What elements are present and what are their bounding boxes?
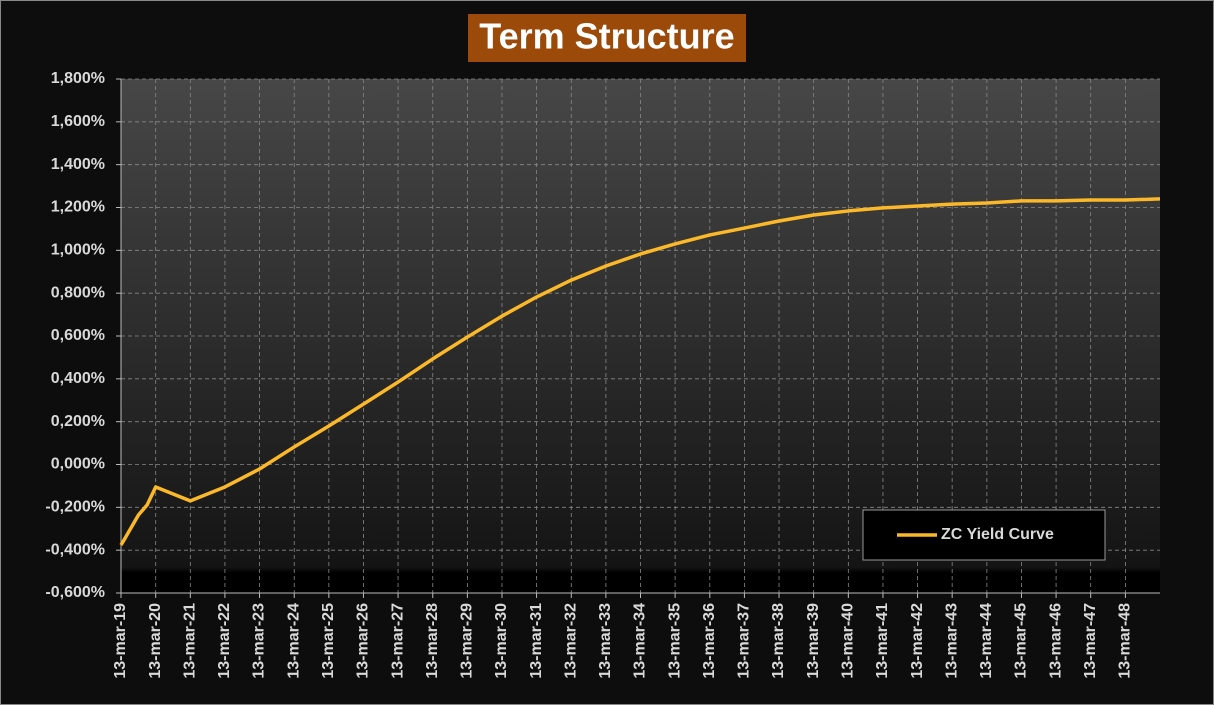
line-series	[119, 197, 1161, 546]
x-tick-label: 13-mar-47	[1082, 603, 1099, 679]
x-tick-label: 13-mar-28	[424, 603, 441, 679]
x-tick-label: 13-mar-31	[528, 603, 545, 679]
y-tick-label: 1,600%	[51, 113, 105, 130]
x-tick-label: 13-mar-43	[943, 603, 960, 679]
x-tick-label: 13-mar-33	[597, 603, 614, 679]
y-tick-label: 1,800%	[51, 70, 105, 87]
x-tick-label: 13-mar-48	[1117, 603, 1134, 679]
y-tick-label: 0,800%	[51, 284, 105, 301]
x-tick-label: 13-mar-45	[1013, 603, 1030, 679]
x-tick-label: 13-mar-46	[1047, 603, 1064, 679]
x-tick-label: 13-mar-22	[216, 603, 233, 679]
y-tick-label: 0,000%	[51, 456, 105, 473]
chart-title: Term Structure	[479, 16, 734, 57]
x-tick-label: 13-mar-26	[355, 603, 372, 679]
x-tick-label: 13-mar-19	[112, 603, 129, 679]
y-tick-label: 0,400%	[51, 370, 105, 387]
x-tick-label: 13-mar-32	[563, 603, 580, 679]
x-tick-label: 13-mar-29	[459, 603, 476, 679]
x-tick-label: 13-mar-35	[666, 603, 683, 679]
x-tick-label: 13-mar-44	[978, 603, 995, 679]
x-tick-label: 13-mar-25	[320, 603, 337, 679]
y-tick-label: -0,200%	[45, 499, 105, 516]
y-tick-label: 1,200%	[51, 199, 105, 216]
x-tick-label: 13-mar-37	[736, 603, 753, 679]
title-box	[468, 14, 746, 62]
x-tick-label: 13-mar-40	[840, 603, 857, 679]
x-tick-label: 13-mar-36	[701, 603, 718, 679]
x-tick-label: 13-mar-30	[493, 603, 510, 679]
y-tick-label: 0,600%	[51, 327, 105, 344]
y-tick-label: 1,400%	[51, 156, 105, 173]
x-tick-label: 13-mar-39	[805, 603, 822, 679]
y-tick-label: -0,600%	[45, 584, 105, 601]
y-tick-label: -0,400%	[45, 541, 105, 558]
x-tick-label: 13-mar-41	[874, 603, 891, 679]
y-tick-label: 1,000%	[51, 242, 105, 259]
x-tick-label: 13-mar-24	[285, 603, 302, 679]
x-tick-label: 13-mar-21	[182, 603, 199, 679]
x-tick-label: 13-mar-23	[251, 603, 268, 679]
legend-label: ZC Yield Curve	[941, 526, 1054, 543]
x-tick-label: 13-mar-38	[770, 603, 787, 679]
y-tick-label: 0,200%	[51, 413, 105, 430]
x-tick-label: 13-mar-20	[147, 603, 164, 679]
x-tick-label: 13-mar-27	[389, 603, 406, 679]
x-tick-label: 13-mar-34	[632, 603, 649, 679]
x-tick-label: 13-mar-42	[909, 603, 926, 679]
